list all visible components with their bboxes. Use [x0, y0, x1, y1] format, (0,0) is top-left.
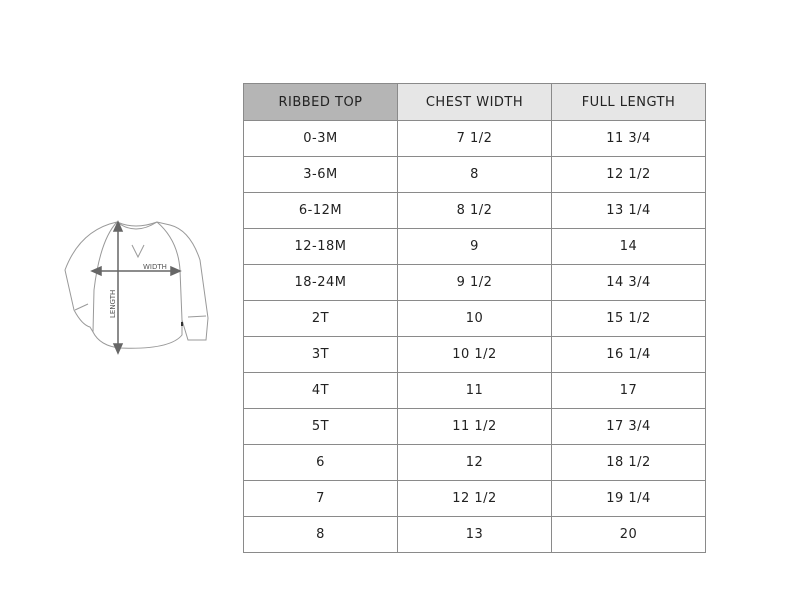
cell-full-length: 13 1/4 — [551, 192, 706, 229]
cell-chest-width: 12 — [397, 444, 552, 481]
cell-size: 3-6M — [243, 156, 398, 193]
cell-size: 8 — [243, 516, 398, 553]
table-row: 4T 11 17 — [243, 372, 706, 409]
cell-chest-width: 11 1/2 — [397, 408, 552, 445]
cell-chest-width: 9 — [397, 228, 552, 265]
cell-full-length: 14 3/4 — [551, 264, 706, 301]
cell-size: 4T — [243, 372, 398, 409]
cell-full-length: 15 1/2 — [551, 300, 706, 337]
cell-full-length: 19 1/4 — [551, 480, 706, 517]
table-row: 6 12 18 1/2 — [243, 444, 706, 481]
cell-size: 0-3M — [243, 120, 398, 157]
header-full-length: FULL LENGTH — [551, 83, 706, 121]
cell-size: 6-12M — [243, 192, 398, 229]
table-row: 12-18M 9 14 — [243, 228, 706, 265]
cell-chest-width: 7 1/2 — [397, 120, 552, 157]
table-row: 0-3M 7 1/2 11 3/4 — [243, 120, 706, 157]
cell-full-length: 12 1/2 — [551, 156, 706, 193]
cell-size: 5T — [243, 408, 398, 445]
cell-chest-width: 12 1/2 — [397, 480, 552, 517]
table-row: 3-6M 8 12 1/2 — [243, 156, 706, 193]
sweater-body — [64, 221, 209, 349]
cell-chest-width: 10 1/2 — [397, 336, 552, 373]
cell-chest-width: 13 — [397, 516, 552, 553]
cell-chest-width: 10 — [397, 300, 552, 337]
table-row: 6-12M 8 1/2 13 1/4 — [243, 192, 706, 229]
sweater-illustration: WIDTH LENGTH — [64, 220, 209, 355]
cell-full-length: 17 — [551, 372, 706, 409]
cell-size: 3T — [243, 336, 398, 373]
cell-full-length: 11 3/4 — [551, 120, 706, 157]
size-chart-table: RIBBED TOP CHEST WIDTH FULL LENGTH 0-3M 7… — [243, 83, 706, 553]
header-ribbed-top: RIBBED TOP — [243, 83, 398, 121]
header-chest-width: CHEST WIDTH — [397, 83, 552, 121]
length-label: LENGTH — [109, 290, 117, 318]
table-row: 8 13 20 — [243, 516, 706, 553]
cell-chest-width: 9 1/2 — [397, 264, 552, 301]
header-row: RIBBED TOP CHEST WIDTH FULL LENGTH — [243, 83, 706, 121]
cell-chest-width: 8 1/2 — [397, 192, 552, 229]
cell-size: 2T — [243, 300, 398, 337]
cell-full-length: 18 1/2 — [551, 444, 706, 481]
table-row: 2T 10 15 1/2 — [243, 300, 706, 337]
cell-full-length: 14 — [551, 228, 706, 265]
table-row: 3T 10 1/2 16 1/4 — [243, 336, 706, 373]
cell-size: 12-18M — [243, 228, 398, 265]
cell-full-length: 17 3/4 — [551, 408, 706, 445]
cell-chest-width: 11 — [397, 372, 552, 409]
cell-full-length: 20 — [551, 516, 706, 553]
table-row: 5T 11 1/2 17 3/4 — [243, 408, 706, 445]
cell-size: 6 — [243, 444, 398, 481]
cell-full-length: 16 1/4 — [551, 336, 706, 373]
cell-chest-width: 8 — [397, 156, 552, 193]
cell-size: 18-24M — [243, 264, 398, 301]
width-label: WIDTH — [143, 263, 167, 271]
cell-size: 7 — [243, 480, 398, 517]
table-row: 18-24M 9 1/2 14 3/4 — [243, 264, 706, 301]
table-row: 7 12 1/2 19 1/4 — [243, 480, 706, 517]
